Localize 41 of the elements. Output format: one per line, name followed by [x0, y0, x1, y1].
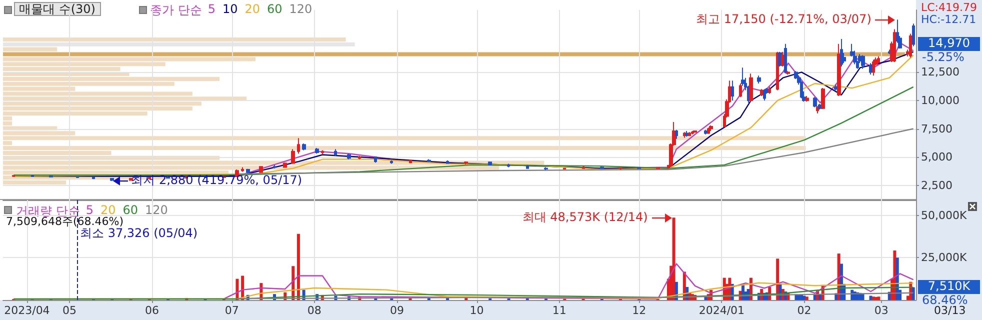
chart-title: 매물대 수(30): [19, 2, 96, 16]
y-tick-label: 10,000: [921, 94, 960, 107]
y-tick-label: 12,500: [921, 66, 960, 79]
y-tick-label: 5,000: [921, 150, 952, 164]
text: LC:419.79: [921, 1, 978, 14]
x-tick-label: 09: [390, 304, 404, 317]
text: 5: [208, 2, 216, 16]
y-tick-label: 2,500: [921, 178, 952, 192]
x-tick-label: 2024/01: [698, 304, 745, 317]
annotation: 7,509,648주(68.46%): [6, 215, 124, 228]
text: 20: [100, 203, 116, 217]
x-tick-label: 05: [62, 304, 77, 317]
y-tick-label: 50,000K: [921, 208, 968, 222]
text: 60: [122, 203, 138, 217]
annotation: 최대 48,573K (12/14): [522, 210, 648, 224]
y-tick-label: 7,500: [921, 122, 952, 136]
x-tick-label: 03: [874, 304, 888, 317]
text: 120: [144, 203, 168, 217]
annotation: 최소 37,326 (05/04): [80, 226, 198, 240]
text: 60: [266, 2, 282, 16]
x-tick-label: 11: [552, 304, 566, 317]
x-tick-label: 2023/04: [4, 304, 50, 317]
x-tick-label: 08: [307, 304, 322, 317]
x-tick-label: 02: [797, 304, 812, 317]
annotation: 14,970: [918, 36, 980, 52]
x-tick-label: 07: [224, 304, 239, 317]
annotation: 최저 2,880 (419.79%, 05/17): [131, 173, 302, 187]
annotation: 최고 17,150 (-12.71%, 03/07): [696, 12, 872, 26]
text: 10: [222, 2, 238, 16]
x-tick-label: 06: [145, 304, 160, 317]
x-tick-label: 10: [470, 304, 484, 317]
text: -5.25%: [922, 50, 964, 64]
annotation: 7,510K: [918, 279, 980, 294]
x-tick-label: 12: [632, 304, 646, 317]
text: HC:-12.71: [921, 13, 976, 26]
text: 5: [86, 203, 94, 217]
y-tick-label: 25,000K: [921, 251, 968, 264]
text: 68.46%: [922, 293, 968, 307]
text: 20: [244, 2, 260, 16]
text: 03/13: [934, 304, 966, 317]
text: 120: [289, 2, 312, 16]
